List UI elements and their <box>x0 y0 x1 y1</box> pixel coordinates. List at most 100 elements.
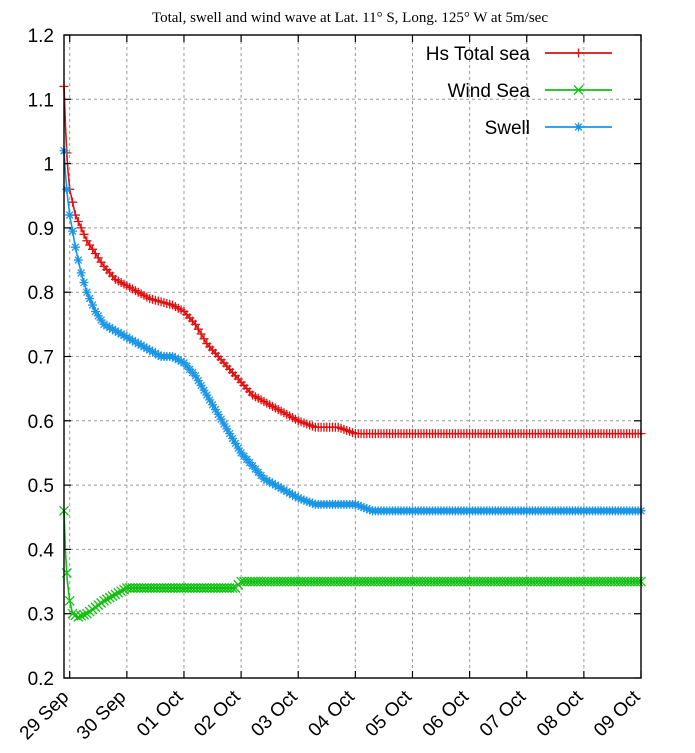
data-point <box>73 611 84 622</box>
series-swell <box>59 146 646 516</box>
data-point <box>210 405 220 415</box>
data-point <box>268 478 278 488</box>
data-point <box>196 329 206 339</box>
data-point <box>205 395 215 405</box>
y-tick-label: 0.4 <box>28 540 55 561</box>
series-line <box>63 86 641 435</box>
data-point <box>222 424 232 434</box>
data-point <box>279 485 289 495</box>
series-line <box>63 150 641 512</box>
x-tick-label: 02 Oct <box>190 686 245 741</box>
x-tick-label: 29 Sep <box>16 687 73 744</box>
data-point <box>104 592 115 603</box>
data-point <box>308 498 318 508</box>
data-point <box>101 594 112 605</box>
data-point <box>228 433 238 443</box>
data-point <box>128 335 138 345</box>
data-point <box>153 350 163 360</box>
data-point <box>96 315 106 325</box>
data-point <box>85 294 95 304</box>
data-point <box>125 334 135 344</box>
data-point <box>262 475 272 485</box>
data-point <box>70 242 80 252</box>
data-point <box>359 503 369 513</box>
y-tick-label: 0.3 <box>28 605 54 626</box>
data-point <box>193 324 203 334</box>
x-tick-label: 06 Oct <box>419 686 474 741</box>
data-point <box>199 334 209 344</box>
x-tick-label: 08 Oct <box>533 686 588 741</box>
y-tick-label: 0.7 <box>28 348 54 369</box>
y-tick-label: 1.2 <box>28 26 54 47</box>
data-point <box>227 583 238 593</box>
data-point <box>574 122 583 132</box>
data-point <box>213 409 223 419</box>
data-point <box>116 329 126 339</box>
x-tick-label: 30 Sep <box>73 687 130 744</box>
data-point <box>139 342 149 352</box>
data-point <box>79 229 89 239</box>
data-point <box>350 499 360 509</box>
data-point <box>190 371 200 381</box>
series-line <box>63 510 641 618</box>
data-point <box>107 591 118 601</box>
data-point <box>73 255 83 265</box>
data-point <box>119 584 129 595</box>
chart-title: Total, swell and wind wave at Lat. 11° S… <box>152 10 548 26</box>
legend-marker <box>573 85 584 95</box>
x-tick-label: 04 Oct <box>304 686 359 741</box>
data-point <box>202 390 212 400</box>
data-point <box>88 300 98 310</box>
data-point <box>68 226 78 236</box>
data-point <box>119 331 129 341</box>
series-hs-total-sea <box>59 81 646 439</box>
data-point <box>122 332 132 342</box>
data-point <box>170 353 180 363</box>
data-point <box>113 587 124 598</box>
data-point <box>116 586 127 597</box>
data-point <box>573 85 584 95</box>
legend-item: Swell <box>485 118 612 139</box>
data-point <box>110 326 120 336</box>
legend-label: Swell <box>485 118 530 139</box>
data-point <box>150 348 160 358</box>
x-tick-label: 09 Oct <box>590 686 645 741</box>
data-point <box>136 340 146 350</box>
data-point <box>145 345 155 355</box>
series-wind-sea <box>59 505 646 622</box>
y-tick-label: 0.6 <box>28 412 54 433</box>
grid-layer <box>64 35 641 678</box>
x-tick-label: 01 Oct <box>133 686 188 741</box>
data-point <box>362 504 372 514</box>
series-layer <box>59 81 646 622</box>
data-point <box>305 497 315 507</box>
legend-item: Hs Total sea <box>426 44 612 65</box>
data-point <box>288 490 298 500</box>
legend: Hs Total sea Wind Sea Swell <box>426 44 612 139</box>
x-tick-label: 03 Oct <box>247 686 302 741</box>
data-point <box>148 347 158 357</box>
data-point <box>193 376 203 386</box>
y-tick-label: 1 <box>43 155 54 176</box>
data-point <box>276 483 286 493</box>
data-point <box>68 197 78 207</box>
data-point <box>225 429 235 439</box>
data-point <box>76 223 86 233</box>
data-point <box>73 216 83 226</box>
data-point <box>353 500 363 510</box>
data-point <box>290 491 300 501</box>
data-point <box>67 608 78 619</box>
legend-label: Hs Total sea <box>426 44 531 65</box>
data-point <box>299 495 309 505</box>
data-point <box>259 474 269 484</box>
data-point <box>82 287 92 297</box>
data-point <box>273 482 283 492</box>
data-point <box>176 356 186 366</box>
data-point <box>285 488 295 498</box>
data-point <box>356 502 366 512</box>
data-point <box>99 319 109 329</box>
y-tick-label: 1.1 <box>28 90 54 111</box>
data-point <box>113 327 123 337</box>
data-point <box>79 278 89 288</box>
